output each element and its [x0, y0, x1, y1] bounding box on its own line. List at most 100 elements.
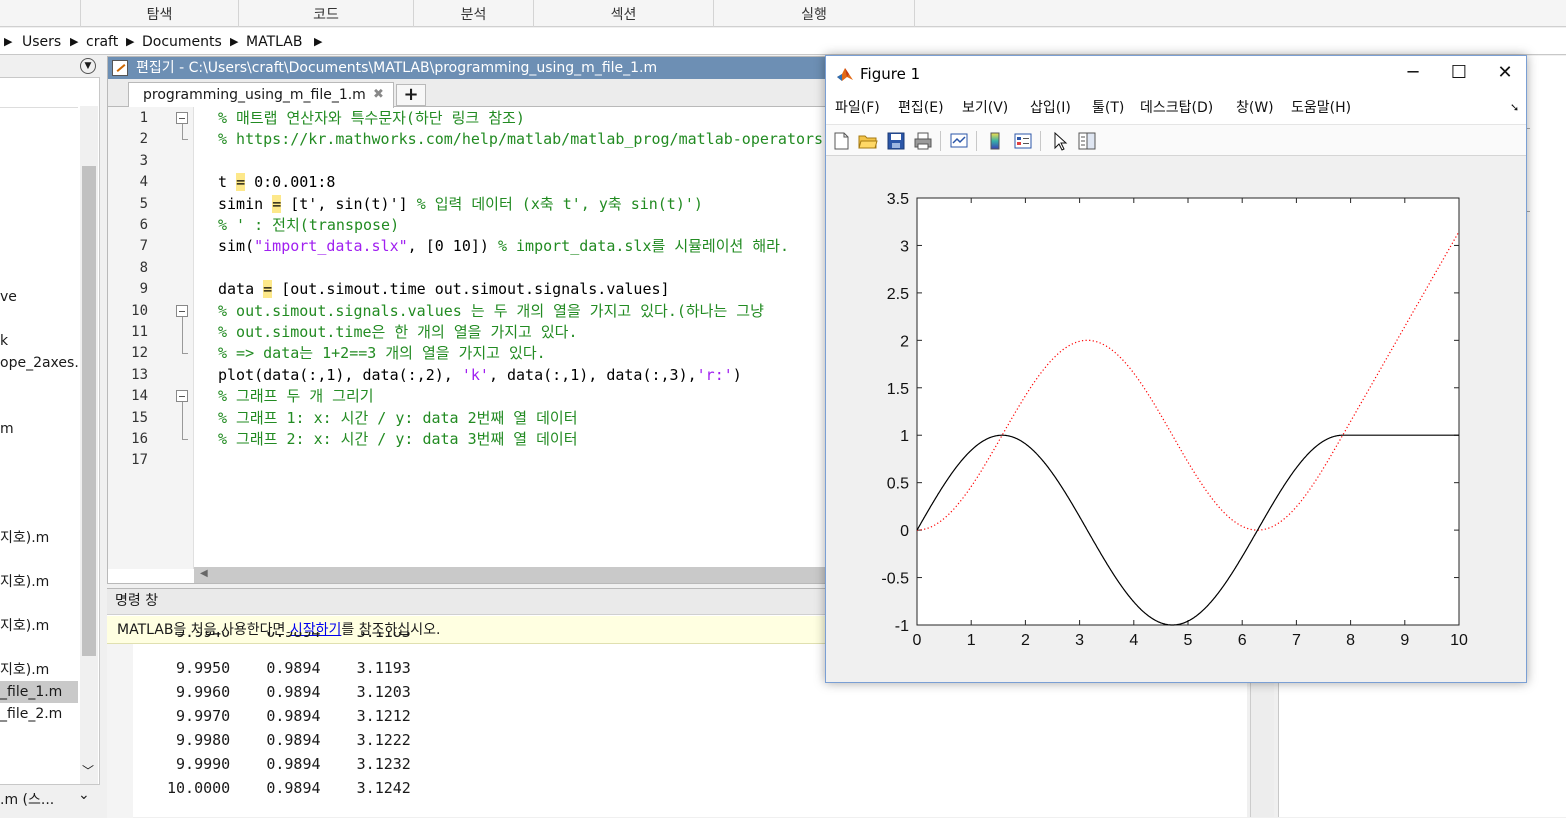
- menu-window[interactable]: 창(W): [1236, 100, 1274, 116]
- menu-desktop[interactable]: 데스크탑(D): [1140, 100, 1214, 116]
- file-item[interactable]: _file_2.m: [0, 706, 63, 722]
- axes-ticks: 0 1 2 3 4 5 6 7 8 9 10 -1 -0.5 0 0.5 1 1.5 2 2.5 3 3.5: [881, 191, 1468, 649]
- x-tick-label: 8: [1346, 632, 1355, 649]
- menu-insert[interactable]: 삽입(I): [1030, 100, 1071, 116]
- line-number: 6: [139, 217, 148, 233]
- fold-toggle-icon[interactable]: [176, 112, 188, 124]
- chevron-right-icon[interactable]: ▶: [126, 35, 135, 48]
- menu-file[interactable]: 파일(F): [835, 100, 880, 116]
- close-tab-icon[interactable]: ✖: [373, 87, 384, 102]
- line-number: 17: [131, 452, 148, 469]
- new-figure-icon[interactable]: [830, 130, 852, 152]
- code-line[interactable]: % 매트랩 연산자와 특수문자(하단 링크 참조): [218, 109, 525, 127]
- code-line[interactable]: % 그래프 1: x: 시간 / y: data 2번째 열 데이터: [218, 408, 578, 427]
- file-item[interactable]: 지호).m: [0, 618, 50, 634]
- open-icon[interactable]: [857, 130, 879, 152]
- x-tick-label: 1: [967, 632, 976, 649]
- line-number: 3: [139, 152, 148, 169]
- fold-line: [182, 316, 183, 355]
- print-icon[interactable]: [912, 130, 934, 152]
- tab-code[interactable]: 코드: [238, 0, 413, 27]
- y-tick-label: 1.5: [887, 381, 909, 398]
- file-item[interactable]: 지호).m: [0, 662, 50, 678]
- x-tick-label: 3: [1075, 632, 1084, 649]
- scroll-left-icon[interactable]: ◀: [200, 568, 208, 579]
- plot-lines: [916, 231, 1460, 626]
- line-number: 14: [131, 388, 148, 405]
- file-item[interactable]: ope_2axes...: [0, 355, 78, 371]
- banner-text-end: 를 참조하십시오.: [341, 622, 441, 638]
- tab-navigate[interactable]: 탐색: [80, 0, 238, 27]
- output-row: 9.9980 0.9894 3.1222: [167, 731, 411, 749]
- banner-text: MATLAB을 처음 사용한다면: [117, 622, 290, 638]
- save-icon[interactable]: [885, 130, 907, 152]
- scrollbar-thumb[interactable]: [82, 166, 96, 656]
- legend-icon[interactable]: [1012, 130, 1034, 152]
- code-line[interactable]: % 그래프 두 개 그리기: [218, 387, 374, 406]
- file-item[interactable]: 지호).m: [0, 530, 50, 546]
- figure-menubar: 파일(F) 편집(E) 보기(V) 삽입(I) 툴(T) 데스크탑(D) 창(W…: [826, 92, 1526, 124]
- y-tick-label: -0.5: [881, 571, 909, 588]
- code-line[interactable]: % out.simout.signals.values 는 두 개의 열을 가지…: [218, 301, 764, 320]
- file-item[interactable]: 지호).m: [0, 574, 50, 590]
- getting-started-link[interactable]: 시작하기: [289, 622, 342, 638]
- chevron-right-icon[interactable]: ▶: [314, 35, 323, 48]
- code-line[interactable]: % ' : 전치(transpose): [218, 216, 400, 234]
- chevron-down-icon[interactable]: ⌄: [78, 787, 90, 803]
- code-line[interactable]: t = 0:0.001:8: [218, 173, 336, 192]
- fold-toggle-icon[interactable]: [176, 390, 188, 403]
- minimize-icon[interactable]: ─: [1407, 62, 1419, 83]
- fold-toggle-icon[interactable]: [176, 304, 188, 317]
- chevron-right-icon[interactable]: ▶: [70, 35, 79, 48]
- colorbar-icon[interactable]: [984, 130, 1006, 152]
- line-gutter: [108, 107, 194, 569]
- x-tick-label: 9: [1400, 632, 1409, 649]
- code-line[interactable]: sim("import_data.slx", [0 10]) % import_…: [218, 237, 789, 256]
- figure-window: Figure 1 ─ ☐ ✕ 파일(F) 편집(E) 보기(V) 삽입(I) 툴…: [825, 55, 1527, 683]
- code-area[interactable]: % 매트랩 연산자와 특수문자(하단 링크 참조) % https://kr.ma…: [108, 107, 828, 567]
- chevron-right-icon[interactable]: ▶: [230, 35, 239, 48]
- output-row: 10.0000 0.9894 3.1242: [167, 779, 411, 797]
- code-line[interactable]: % out.simout.time은 한 개의 열을 가지고 있다.: [218, 323, 578, 341]
- horizontal-scrollbar[interactable]: ◀: [194, 567, 826, 583]
- menu-tools[interactable]: 툴(T): [1092, 100, 1125, 116]
- code-line[interactable]: plot(data(:,1), data(:,2), 'k', data(:,1…: [218, 365, 742, 384]
- tab-section[interactable]: 섹션: [533, 0, 713, 27]
- code-line[interactable]: % https://kr.mathworks.com/help/matlab/m…: [218, 130, 824, 149]
- code-line[interactable]: data = [out.simout.time out.simout.signa…: [218, 280, 670, 299]
- plot-axes[interactable]: 0 1 2 3 4 5 6 7 8 9 10 -1 -0.5 0 0.5 1 1.5 2 2.5 3 3.5: [826, 157, 1526, 682]
- close-icon[interactable]: ✕: [1497, 62, 1513, 83]
- file-item[interactable]: ve: [0, 289, 17, 305]
- maximize-icon[interactable]: ☐: [1450, 62, 1468, 83]
- dock-arrow-icon[interactable]: ➘: [1510, 101, 1520, 114]
- line-number: 15: [131, 409, 148, 426]
- figure-canvas[interactable]: 0 1 2 3 4 5 6 7 8 9 10 -1 -0.5 0 0.5 1 1.5 2 2.5 3 3.5: [826, 157, 1526, 682]
- menu-edit[interactable]: 편집(E): [898, 100, 944, 116]
- figure-toolbar: [826, 124, 1526, 156]
- panel-options-icon[interactable]: ▼: [80, 58, 96, 74]
- chevron-right-icon[interactable]: ▶: [4, 35, 13, 48]
- pointer-icon[interactable]: [1048, 130, 1070, 152]
- breadcrumb-craft[interactable]: craft: [86, 34, 119, 50]
- tab-run[interactable]: 실행: [713, 0, 915, 27]
- x-tick-label: 2: [1021, 632, 1030, 649]
- code-line[interactable]: % 그래프 2: x: 시간 / y: data 3번째 열 데이터: [218, 430, 578, 448]
- link-plot-icon[interactable]: [948, 130, 970, 152]
- x-tick-label: 5: [1184, 632, 1193, 649]
- menu-view[interactable]: 보기(V): [962, 100, 1009, 116]
- breadcrumb-matlab[interactable]: MATLAB: [246, 34, 303, 50]
- file-item[interactable]: k: [0, 333, 9, 349]
- menu-help[interactable]: 도움말(H): [1291, 100, 1352, 116]
- tab-analyze[interactable]: 분석: [413, 0, 533, 27]
- new-tab-button[interactable]: +: [396, 84, 426, 106]
- breadcrumb-documents[interactable]: Documents: [142, 34, 222, 50]
- scroll-down-icon[interactable]: ﹀: [82, 764, 95, 778]
- file-item-selected[interactable]: _file_1.m: [0, 681, 78, 703]
- breadcrumb-users[interactable]: Users: [22, 34, 62, 50]
- code-line[interactable]: % => data는 1+2==3 개의 열을 가지고 있다.: [218, 344, 546, 363]
- editor-tab[interactable]: programming_using_m_file_1.m ✖: [128, 82, 394, 108]
- file-item[interactable]: m: [0, 421, 14, 437]
- code-line[interactable]: simin = [t', sin(t)'] % 입력 데이터 (x축 t', y…: [218, 194, 703, 213]
- property-inspector-icon[interactable]: [1076, 130, 1098, 152]
- command-output[interactable]: 9.9940 0.9894 3.1183 9.9950 0.9894 3.119…: [107, 632, 1247, 818]
